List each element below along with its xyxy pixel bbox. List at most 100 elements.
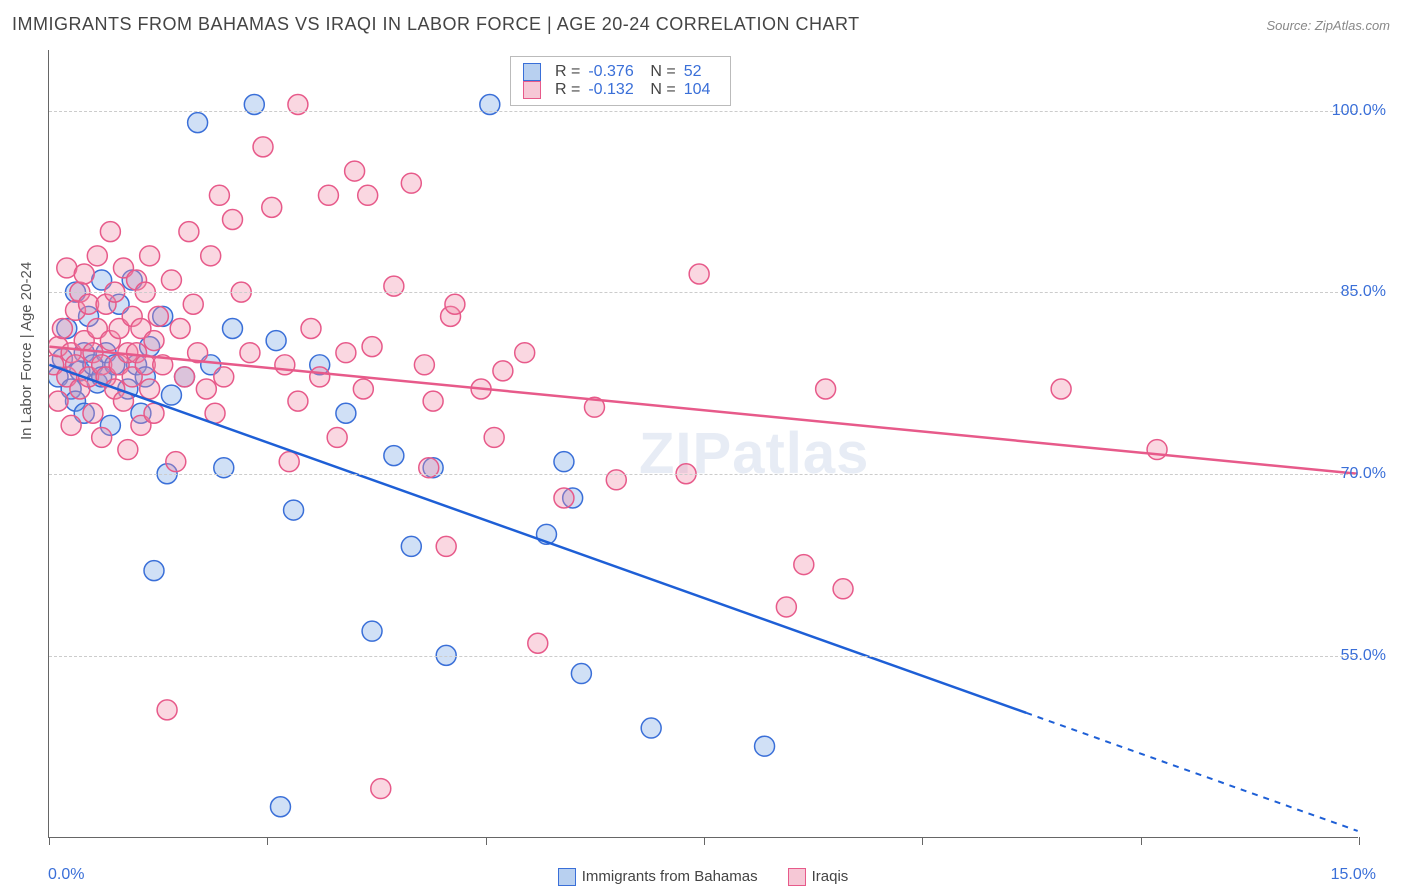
scatter-point [223,210,243,230]
stats-row: R =-0.132N =104 [523,81,718,99]
scatter-point [92,427,112,447]
x-tick [1141,837,1142,845]
scatter-point [266,331,286,351]
scatter-point [755,736,775,756]
scatter-point [157,700,177,720]
scatter-point [794,555,814,575]
scatter-point [127,343,147,363]
scatter-point [606,470,626,490]
chart-container: IMMIGRANTS FROM BAHAMAS VS IRAQI IN LABO… [0,0,1406,892]
scatter-point [362,337,382,357]
scatter-point [371,779,391,799]
scatter-point [279,452,299,472]
x-tick [49,837,50,845]
scatter-point [262,197,282,217]
scatter-point [49,391,68,411]
scatter-point [423,391,443,411]
scatter-point [70,361,90,381]
scatter-point [70,379,90,399]
scatter-point [49,367,68,387]
scatter-point [445,294,465,314]
scatter-point [105,379,125,399]
scatter-point [144,403,164,423]
scatter-point [144,331,164,351]
scatter-point [336,403,356,423]
scatter-point [61,415,81,435]
scatter-point [153,355,173,375]
gridline [49,656,1358,657]
n-label: N = [650,63,675,81]
x-legend-label: Iraqis [812,868,849,885]
x-tick [486,837,487,845]
scatter-point [188,113,208,133]
scatter-point [327,427,347,447]
scatter-point [66,300,86,320]
legend-swatch [523,81,541,99]
gridline [49,111,1358,112]
scatter-point [253,137,273,157]
scatter-point [284,500,304,520]
scatter-point [100,331,120,351]
scatter-point [83,343,103,363]
scatter-point [79,294,99,314]
scatter-point [118,379,138,399]
scatter-point [100,415,120,435]
regression-line [49,347,1357,474]
scatter-point [275,355,295,375]
scatter-point [318,185,338,205]
y-tick-label: 100.0% [1332,102,1386,120]
scatter-point [223,318,243,338]
legend-swatch [788,868,806,886]
scatter-point [118,343,138,363]
scatter-point [384,446,404,466]
scatter-point [144,561,164,581]
scatter-point [74,343,94,363]
scatter-point [66,355,86,375]
scatter-point [79,306,99,326]
scatter-point [205,403,225,423]
scatter-point [66,391,86,411]
n-value: 104 [684,81,718,99]
scatter-point [113,391,133,411]
scatter-point [584,397,604,417]
scatter-point [140,379,160,399]
scatter-point [87,246,107,266]
x-tick [1359,837,1360,845]
scatter-point [196,379,216,399]
plot-area: ZIPatlas [48,50,1358,838]
scatter-point [131,415,151,435]
scatter-point [61,379,81,399]
scatter-point [96,367,116,387]
scatter-point [122,270,142,290]
scatter-point [358,185,378,205]
y-axis-title: In Labor Force | Age 20-24 [18,262,35,440]
scatter-point [288,391,308,411]
y-tick-label: 55.0% [1341,647,1386,665]
scatter-point [74,264,94,284]
scatter-point [83,403,103,423]
scatter-point [201,355,221,375]
regression-line [49,365,1026,713]
scatter-point [161,270,181,290]
scatter-point [493,361,513,381]
scatter-point [96,294,116,314]
scatter-point [537,524,557,544]
gridline [49,292,1358,293]
scatter-point [57,258,77,278]
scatter-point [310,355,330,375]
n-value: 52 [684,63,718,81]
x-tick [704,837,705,845]
scatter-point [201,246,221,266]
scatter-point [127,355,147,375]
y-tick-label: 85.0% [1341,283,1386,301]
legend-swatch [523,63,541,81]
scatter-point [515,343,535,363]
scatter-point [135,367,155,387]
chart-title: IMMIGRANTS FROM BAHAMAS VS IRAQI IN LABO… [12,14,860,35]
scatter-point [127,270,147,290]
r-label: R = [555,81,580,99]
scatter-point [170,318,190,338]
scatter-point [52,349,72,369]
scatter-point [49,355,64,375]
n-label: N = [650,81,675,99]
